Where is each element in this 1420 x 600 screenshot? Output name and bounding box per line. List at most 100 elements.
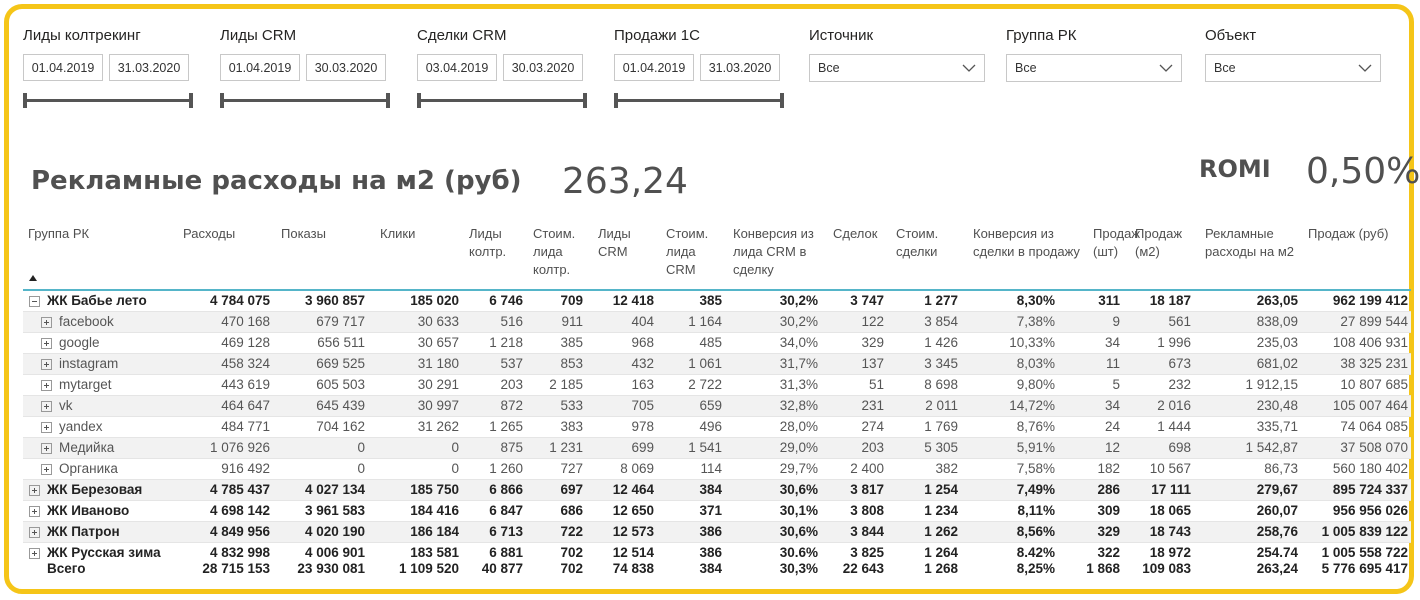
chevron-down-icon[interactable] bbox=[954, 54, 984, 82]
expand-icon[interactable] bbox=[29, 548, 40, 559]
header-col-sales-rub[interactable]: Продаж (руб) bbox=[1308, 226, 1389, 241]
date-from-input[interactable]: 01.04.2019 bbox=[220, 54, 300, 81]
cell-ct-leads: 6 866 bbox=[489, 482, 523, 497]
expand-icon[interactable] bbox=[29, 485, 40, 496]
header-col-crm-leads[interactable]: Лиды CRM bbox=[598, 226, 631, 259]
header-col-ad-spend-per-m2[interactable]: Рекламные расходы на м2 bbox=[1205, 226, 1294, 259]
cell-deal-cost: 3 345 bbox=[924, 356, 958, 371]
cell-impressions: 4 027 134 bbox=[304, 482, 365, 497]
expand-icon[interactable] bbox=[41, 380, 52, 391]
range-handle-end[interactable] bbox=[780, 93, 784, 108]
table-row: google 469 128 656 511 30 657 1 218 385 968 485… bbox=[23, 333, 1411, 354]
table-row: Органика 916 492 0 0 1 260 727 8 069 114 29,7% 2 … bbox=[23, 459, 1411, 480]
header-col-deal-sale-conversion[interactable]: Конверсия из сделки в продажу bbox=[973, 226, 1080, 259]
expand-icon[interactable] bbox=[41, 317, 52, 328]
expand-icon[interactable] bbox=[41, 443, 52, 454]
expand-icon[interactable] bbox=[41, 359, 52, 370]
sort-ascending-icon[interactable] bbox=[29, 275, 37, 281]
header-col-sales-m2[interactable]: Продаж (м2) bbox=[1135, 226, 1183, 259]
range-handle-start[interactable] bbox=[614, 93, 618, 108]
expand-icon[interactable] bbox=[29, 527, 40, 538]
header-col-ct-lead-cost[interactable]: Стоим. лида колтр. bbox=[533, 226, 576, 277]
slicer-title: Сделки CRM bbox=[417, 27, 507, 44]
collapse-icon[interactable] bbox=[29, 296, 40, 307]
cell-crm-leads: 12 464 bbox=[612, 482, 654, 497]
cell-crm-leads: 8 069 bbox=[620, 461, 654, 476]
cell-sales-m2: 18 972 bbox=[1149, 545, 1191, 560]
dropdown-value: Все bbox=[818, 61, 840, 75]
cell-sales-count: 34 bbox=[1104, 398, 1120, 413]
header-col-deal-cost[interactable]: Стоим. сделки bbox=[896, 226, 939, 259]
chevron-down-icon[interactable] bbox=[1151, 54, 1181, 82]
header-col-spend[interactable]: Расходы bbox=[183, 226, 236, 241]
header-col-deals[interactable]: Сделок bbox=[833, 226, 878, 241]
range-handle-end[interactable] bbox=[583, 93, 587, 108]
cell-ct-leads: 6 746 bbox=[489, 293, 523, 308]
range-handle-end[interactable] bbox=[189, 93, 193, 108]
cell-crm-leads: 978 bbox=[631, 419, 654, 434]
date-from-input[interactable]: 01.04.2019 bbox=[614, 54, 694, 81]
header-col-ct-leads[interactable]: Лиды колтр. bbox=[469, 226, 507, 259]
range-handle-end[interactable] bbox=[386, 93, 390, 108]
range-handle-start[interactable] bbox=[220, 93, 224, 108]
cell-impressions: 3 961 583 bbox=[304, 503, 365, 518]
cell-lead-deal-conversion: 29,0% bbox=[779, 440, 818, 455]
expand-icon[interactable] bbox=[29, 506, 40, 517]
cell-clicks: 30 657 bbox=[417, 335, 459, 350]
expand-icon[interactable] bbox=[41, 338, 52, 349]
header-col-impressions[interactable]: Показы bbox=[281, 226, 326, 241]
matrix-table: Группа РК Расходы Показы Клики Лиды колтр. Ст… bbox=[23, 221, 1411, 579]
header-col-clicks[interactable]: Клики bbox=[380, 226, 416, 241]
cell-lead-deal-conversion: 30,2% bbox=[779, 293, 818, 308]
cell-crm-leads: 968 bbox=[631, 335, 654, 350]
range-handle-start[interactable] bbox=[417, 93, 421, 108]
cell-ct-leads: 872 bbox=[500, 398, 523, 413]
cell-sales-rub: 105 007 464 bbox=[1332, 398, 1408, 413]
cell-deals: 22 643 bbox=[842, 561, 884, 576]
header-col-crm-lead-cost[interactable]: Стоим. лида CRM bbox=[666, 226, 709, 277]
range-handle-start[interactable] bbox=[23, 93, 27, 108]
date-from-input[interactable]: 03.04.2019 bbox=[417, 54, 497, 81]
date-range-slider[interactable] bbox=[220, 93, 390, 108]
cell-ct-leads: 6 847 bbox=[489, 503, 523, 518]
row-label: yandex bbox=[59, 419, 103, 434]
header-col-campaign-group[interactable]: Группа РК bbox=[28, 226, 90, 241]
slicer-source: Источник Все bbox=[809, 27, 985, 82]
cell-spend: 916 492 bbox=[221, 461, 270, 476]
date-to-input[interactable]: 30.03.2020 bbox=[503, 54, 583, 81]
expand-icon[interactable] bbox=[41, 422, 52, 433]
date-range-slider[interactable] bbox=[23, 93, 193, 108]
cell-sales-count: 311 bbox=[1098, 293, 1120, 308]
cell-sales-m2: 17 111 bbox=[1151, 482, 1191, 497]
table-row: ЖК Патрон 4 849 956 4 020 190 186 184 6 713 7… bbox=[23, 522, 1411, 543]
expand-icon[interactable] bbox=[41, 464, 52, 475]
date-to-input[interactable]: 31.03.2020 bbox=[700, 54, 780, 81]
object-dropdown[interactable]: Все bbox=[1205, 54, 1381, 82]
header-col-lead-deal-conversion[interactable]: Конверсия из лида CRM в сделку bbox=[733, 226, 814, 277]
cell-ct-lead-cost: 722 bbox=[560, 524, 583, 539]
campaign-group-dropdown[interactable]: Все bbox=[1006, 54, 1182, 82]
cell-ct-lead-cost: 2 185 bbox=[549, 377, 583, 392]
cell-spend: 4 784 075 bbox=[209, 293, 270, 308]
slicer-1c-sales: Продажи 1С 01.04.2019 31.03.2020 bbox=[614, 27, 784, 108]
date-to-input[interactable]: 30.03.2020 bbox=[306, 54, 386, 81]
date-range-slider[interactable] bbox=[417, 93, 587, 108]
date-range-slider[interactable] bbox=[614, 93, 784, 108]
romi-value: 0,50% bbox=[1306, 151, 1420, 192]
cell-lead-deal-conversion: 30,2% bbox=[779, 314, 818, 329]
chevron-down-icon[interactable] bbox=[1350, 54, 1380, 82]
date-from-input[interactable]: 01.04.2019 bbox=[23, 54, 103, 81]
cell-ad-spend-per-m2: 254.74 bbox=[1256, 545, 1298, 560]
cell-clicks: 183 581 bbox=[410, 545, 459, 560]
header-col-sales-count[interactable]: Продаж (шт) bbox=[1093, 226, 1141, 259]
cell-clicks: 0 bbox=[451, 440, 459, 455]
cell-ct-lead-cost: 702 bbox=[560, 561, 583, 576]
expand-icon[interactable] bbox=[41, 401, 52, 412]
date-to-input[interactable]: 31.03.2020 bbox=[109, 54, 189, 81]
cell-spend: 1 076 926 bbox=[209, 440, 270, 455]
source-dropdown[interactable]: Все bbox=[809, 54, 985, 82]
cell-crm-leads: 705 bbox=[631, 398, 654, 413]
cell-deals: 329 bbox=[861, 335, 884, 350]
table-row: yandex 484 771 704 162 31 262 1 265 383 978 496… bbox=[23, 417, 1411, 438]
cell-ad-spend-per-m2: 235,03 bbox=[1256, 335, 1298, 350]
